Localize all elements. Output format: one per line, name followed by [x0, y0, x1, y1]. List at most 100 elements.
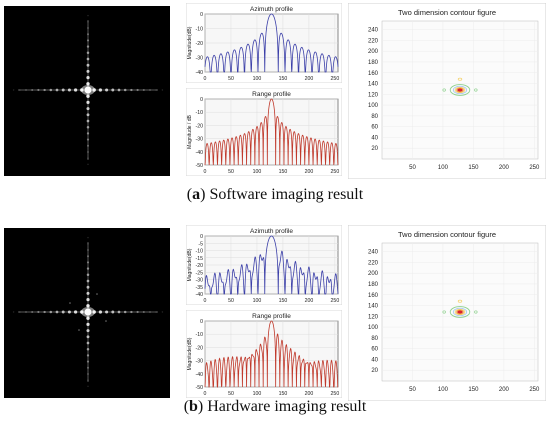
psf-range-sidelobe [105, 88, 109, 92]
contour-y-tick-label: 180 [368, 282, 379, 288]
psf-azimuth-sidelobe [86, 297, 90, 302]
contour-core [457, 88, 463, 92]
psf-range-sidelobe [149, 89, 151, 91]
psf-azimuth-sidelobe [87, 157, 89, 160]
contour-sidelobe-right [474, 88, 478, 92]
y-tick-label: -20 [196, 123, 204, 129]
caption-b: (b) Hardware imaging result [183, 398, 367, 415]
y-tick-label: -10 [196, 110, 204, 116]
figure-b: Azimuth profile 0 50 100 150 200 250 0 -5 -10 -15-… [0, 222, 550, 402]
y-tick-label: -40 [196, 372, 204, 378]
psf-azimuth-sidelobe [86, 45, 90, 48]
psf-range-sidelobe [37, 88, 40, 92]
y-tick-label: -50 [196, 163, 204, 169]
x-tick-label: 250 [331, 169, 340, 175]
psf-spots [12, 14, 164, 166]
profile-title: Range profile [252, 91, 291, 98]
contour-y-tick-label: 40 [371, 357, 378, 363]
psf-range-sidelobe [31, 89, 34, 91]
y-tick-label: -5 [198, 241, 203, 247]
psf-range-sidelobe [25, 311, 27, 313]
y-tick-label: 0 [200, 234, 203, 240]
psf-azimuth-sidelobe [86, 39, 90, 42]
y-tick-label: 0 [200, 12, 203, 18]
psf-azimuth-sidelobe [86, 107, 90, 111]
psf-range-sidelobe [98, 310, 103, 314]
psf-azimuth-sidelobe [86, 291, 90, 295]
contour-ring-outer [449, 306, 471, 318]
contour-y-tick-label: 160 [368, 71, 379, 77]
contour-x-tick-label: 200 [499, 165, 510, 171]
psf-svg-a [4, 6, 170, 176]
figure-a: Azimuth profile 0 50 100 150 200 250 0 -10 -20 -30… [0, 0, 550, 180]
y-tick-label: -30 [196, 56, 204, 62]
psf-azimuth-sidelobe [86, 125, 90, 129]
contour-ring-orange [456, 87, 464, 93]
psf-azimuth-sidelobe [86, 94, 90, 98]
psf-range-sidelobe [117, 88, 121, 92]
psf-range-sidelobe [73, 310, 78, 314]
point-target-image-a [4, 6, 170, 176]
y-tick-label: 0 [200, 97, 203, 103]
psf-azimuth-sidelobe [86, 322, 90, 327]
psf-range-sidelobe [130, 310, 133, 314]
psf-range-sidelobe [55, 88, 59, 92]
point-target-image-b [4, 228, 170, 398]
x-tick-label: 200 [305, 76, 314, 82]
profile-series-line [204, 235, 339, 296]
y-tick-label: -40 [196, 70, 204, 76]
psf-range-sidelobe [136, 88, 139, 92]
y-axis-label: Magnitude(dB) [187, 248, 193, 281]
psf-azimuth-sidelobe [86, 82, 90, 86]
psf-azimuth-sidelobe [87, 385, 89, 388]
azimuth-profile-chart-a: Azimuth profile 0 50 100 150 200 250 0 -10 -20 -30… [186, 3, 342, 83]
y-tick-label: -20 [196, 263, 204, 269]
psf-azimuth-sidelobe [87, 236, 89, 239]
psf-range-sidelobe [67, 88, 71, 92]
x-tick-label: 50 [228, 391, 234, 397]
psf-range-sidelobe [105, 310, 109, 314]
contour-title: Two dimension contour figure [398, 8, 496, 17]
psf-range-sidelobe [12, 89, 15, 91]
x-tick-label: 150 [279, 169, 288, 175]
y-tick-label: -50 [196, 385, 204, 391]
contour-y-tick-label: 200 [368, 49, 379, 55]
psf-range-sidelobe [136, 310, 139, 314]
contour-y-tick-label: 100 [368, 103, 379, 109]
contour-y-tick-label: 160 [368, 293, 379, 299]
contour-y-tick-label: 100 [368, 325, 379, 331]
psf-azimuth-sidelobe [87, 249, 89, 251]
x-tick-label: 100 [253, 76, 262, 82]
profile-series-line [204, 98, 339, 166]
contour-x-tick-label: 250 [529, 387, 540, 393]
y-axis-label: Magnitude(dB) [187, 337, 193, 370]
psf-azimuth-sidelobe [86, 341, 90, 345]
contour-sidelobe-left [442, 310, 446, 314]
profile-series-line [204, 13, 339, 73]
psf-range-sidelobe [155, 311, 158, 313]
psf-azimuth-sidelobe [87, 14, 89, 17]
y-tick-label: -40 [196, 150, 204, 156]
psf-azimuth-sidelobe [87, 255, 89, 258]
profile-title: Range profile [252, 313, 291, 320]
psf-azimuth-sidelobe [87, 242, 89, 245]
psf-azimuth-sidelobe [86, 63, 90, 67]
contour-y-tick-label: 120 [368, 92, 379, 98]
psf-azimuth-sidelobe [86, 100, 90, 105]
psf-azimuth-sidelobe [86, 267, 90, 270]
y-tick-label: -20 [196, 41, 204, 47]
profile-title: Azimuth profile [250, 228, 293, 235]
profile-title: Azimuth profile [250, 6, 293, 13]
contour-ring-blue [452, 85, 468, 95]
contour-y-tick-label: 80 [371, 114, 378, 120]
contour-sidelobe-right [474, 310, 478, 314]
azimuth-profile-panel-b: Azimuth profile 0 50 100 150 200 250 0 -5 -10 -15-… [186, 225, 342, 305]
x-tick-label: 0 [204, 169, 207, 175]
x-tick-label: 50 [228, 298, 234, 304]
psf-range-sidelobe [67, 310, 71, 314]
psf-range-sidelobe [25, 89, 27, 91]
y-tick-label: -30 [196, 359, 204, 365]
y-tick-label: -20 [196, 345, 204, 351]
plot-area [204, 320, 339, 388]
